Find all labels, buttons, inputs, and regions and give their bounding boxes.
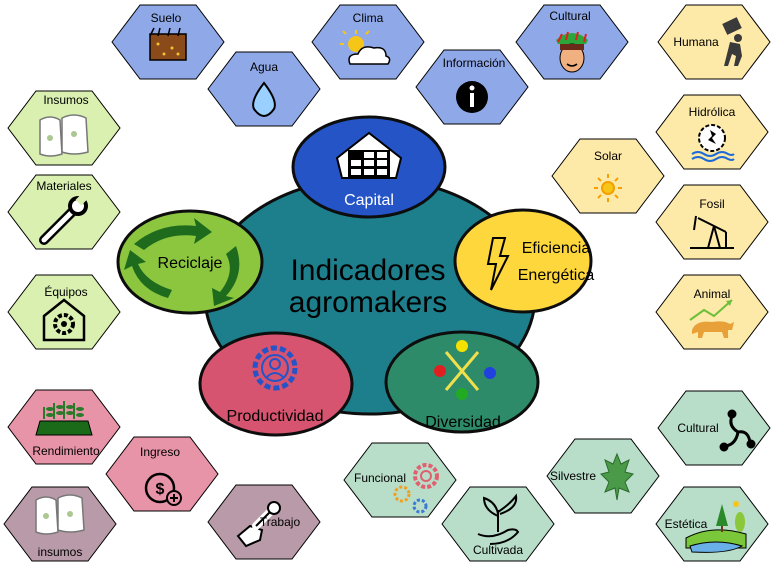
hex-estetica-label: Estética (665, 517, 708, 531)
hex-cultivada-label: Cultivada (473, 543, 523, 557)
gears-icon (393, 463, 439, 514)
center-title-line1: Indicadores (290, 254, 445, 287)
hex-cultural-diversidad[interactable]: Cultural (657, 390, 771, 466)
sun-icon (594, 174, 622, 202)
hex-fosil[interactable]: Fosil (655, 184, 769, 260)
hex-estetica[interactable]: Estética (655, 486, 769, 562)
hex-ingreso[interactable]: Ingreso $ (105, 436, 219, 512)
hex-rendimiento[interactable]: Rendimiento (7, 389, 121, 465)
hex-silvestre[interactable]: Silvestre (546, 438, 660, 514)
hex-fosil-label: Fosil (699, 197, 724, 211)
soil-icon (149, 27, 187, 61)
hex-materiales[interactable]: Materiales (7, 174, 121, 250)
hex-trabajo-label: Trabajo (260, 515, 301, 529)
pillar-productividad[interactable]: Productividad (198, 331, 354, 437)
pillar-capital[interactable]: Capital (291, 115, 447, 219)
landscape-icon (685, 501, 747, 553)
hex-cultural-diversidad-label: Cultural (677, 421, 718, 435)
pillar-reciclaje[interactable]: Reciclaje (116, 209, 264, 315)
hex-equipos[interactable]: Équipos (7, 274, 121, 350)
hex-hidrolica-label: Hidrólica (689, 105, 736, 119)
hex-animal[interactable]: Animal (655, 274, 769, 350)
pillar-diversidad-label: Diversidad (425, 414, 501, 431)
hand-wrench-icon (236, 501, 281, 548)
hex-solar[interactable]: Solar (551, 138, 665, 214)
recycle-arrows-icon (124, 218, 240, 306)
pillar-eficiencia[interactable]: Eficiencia Energética (453, 208, 595, 314)
hex-rendimiento-label: Rendimiento (32, 444, 100, 458)
hex-funcional[interactable]: Funcional (343, 442, 457, 518)
hex-humana-label: Humana (673, 35, 719, 49)
hex-cultural-capital[interactable]: Cultural (515, 4, 629, 80)
maple-leaf-icon (600, 452, 634, 501)
triskelion-icon (719, 409, 756, 452)
svg-text:$: $ (156, 481, 165, 498)
hex-materiales-label: Materiales (36, 179, 91, 193)
hex-trabajo[interactable]: Trabajo (207, 484, 321, 560)
money-icon: $ (144, 472, 182, 506)
hex-clima-label: Clima (353, 11, 384, 25)
hex-silvestre-label: Silvestre (550, 469, 596, 483)
hex-insumos-reciclaje[interactable]: Insumos (7, 90, 121, 166)
hex-insumos-productividad-label: insumos (38, 545, 83, 559)
hex-equipos-label: Équipos (44, 284, 87, 299)
hex-cultivada[interactable]: Cultivada (441, 486, 555, 562)
lightning-icon (486, 237, 510, 291)
water-wheel-icon (691, 124, 735, 162)
bull-icon (689, 299, 734, 338)
warehouse-icon (335, 131, 403, 179)
crop-field-icon (35, 401, 93, 436)
hex-suelo[interactable]: Suelo (111, 4, 225, 80)
hex-ingreso-label: Ingreso (140, 445, 180, 459)
gear-house-icon (42, 298, 86, 342)
hex-agua-label: Agua (250, 60, 278, 74)
hex-insumos-reciclaje-label: Insumos (43, 93, 88, 107)
hex-funcional-label: Funcional (354, 471, 406, 485)
sprout-hand-icon (477, 493, 520, 545)
hex-humana[interactable]: Humana (657, 4, 771, 80)
person-carrying-icon (722, 17, 742, 66)
hex-agua[interactable]: Agua (207, 51, 321, 127)
hex-solar-label: Solar (594, 149, 622, 163)
pillar-eficiencia-line2: Energética (518, 267, 595, 284)
hex-informacion-label: Información (443, 56, 506, 70)
hex-cultural-capital-label: Cultural (549, 9, 590, 23)
hex-hidrolica[interactable]: Hidrólica (655, 94, 769, 170)
center-title-line2: agromakers (289, 286, 447, 319)
hex-informacion[interactable]: Información (415, 49, 529, 125)
sacks-icon (39, 114, 89, 157)
water-drop-icon (252, 81, 276, 117)
pillar-productividad-label: Productividad (227, 408, 324, 425)
hex-insumos-productividad[interactable]: insumos (3, 486, 117, 562)
pillar-capital-label: Capital (344, 192, 394, 209)
oil-pump-icon (690, 215, 734, 249)
pillar-eficiencia-line1: Eficiencia (522, 240, 591, 257)
hex-clima[interactable]: Clima (311, 4, 425, 80)
pillar-reciclaje-label: Reciclaje (158, 255, 223, 272)
indigenous-face-icon (556, 31, 588, 73)
hex-suelo-label: Suelo (151, 11, 182, 25)
hex-animal-label: Animal (694, 287, 731, 301)
sun-cloud-icon (340, 30, 391, 65)
pillar-diversidad[interactable]: Diversidad (384, 330, 540, 434)
info-icon (456, 81, 488, 113)
diversity-icon (434, 340, 496, 400)
gear-person-icon (252, 345, 298, 391)
sacks-icon (35, 494, 85, 535)
wrench-icon (39, 192, 89, 245)
